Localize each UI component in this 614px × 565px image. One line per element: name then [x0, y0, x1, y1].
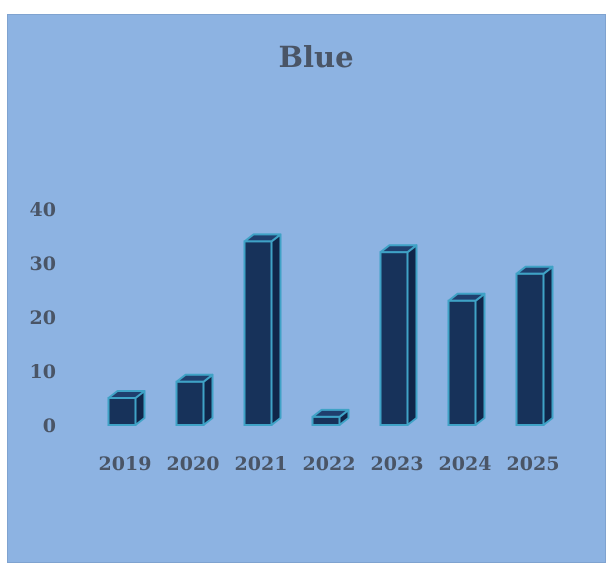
- bar-2021: [243, 233, 282, 426]
- x-tick-label: 2025: [507, 453, 560, 475]
- y-axis-ticks: 0 10 20 30 40: [30, 199, 56, 437]
- x-tick-label: 2023: [371, 453, 424, 475]
- bar-side: [270, 233, 282, 426]
- bar-front: [515, 272, 545, 426]
- bar-2022: [311, 408, 350, 426]
- bar-2025: [515, 265, 554, 426]
- x-tick-label: 2022: [303, 453, 356, 475]
- bar-side: [406, 244, 418, 426]
- bars: [107, 233, 554, 426]
- y-tick-label: 20: [30, 307, 56, 329]
- bar-2024: [447, 292, 486, 426]
- x-tick-label: 2020: [167, 453, 220, 475]
- x-tick-label: 2024: [439, 453, 492, 475]
- y-tick-label: 0: [43, 415, 56, 437]
- y-tick-label: 10: [30, 361, 56, 383]
- x-axis-ticks: 2019 2020 2021 2022 2023 2024 2025: [99, 453, 560, 475]
- bar-front: [379, 251, 409, 426]
- bar-front: [107, 397, 137, 426]
- y-tick-label: 30: [30, 253, 56, 275]
- bar-side: [202, 373, 214, 426]
- x-tick-label: 2019: [99, 453, 152, 475]
- bar-front: [447, 299, 477, 426]
- bar-2019: [107, 390, 146, 426]
- x-tick-label: 2021: [235, 453, 288, 475]
- bar-front: [243, 240, 273, 426]
- bar-side: [542, 265, 554, 426]
- bar-2020: [175, 373, 214, 426]
- bar-front: [311, 415, 341, 426]
- chart-title: Blue: [278, 40, 353, 74]
- chart-area: Blue 0 10 20 30 40 2019 2020 2021 2022 2023 2024 2…: [7, 14, 606, 563]
- bar-2023: [379, 244, 418, 426]
- bar-front: [175, 380, 205, 426]
- bar-side: [474, 292, 486, 426]
- y-tick-label: 40: [30, 199, 56, 221]
